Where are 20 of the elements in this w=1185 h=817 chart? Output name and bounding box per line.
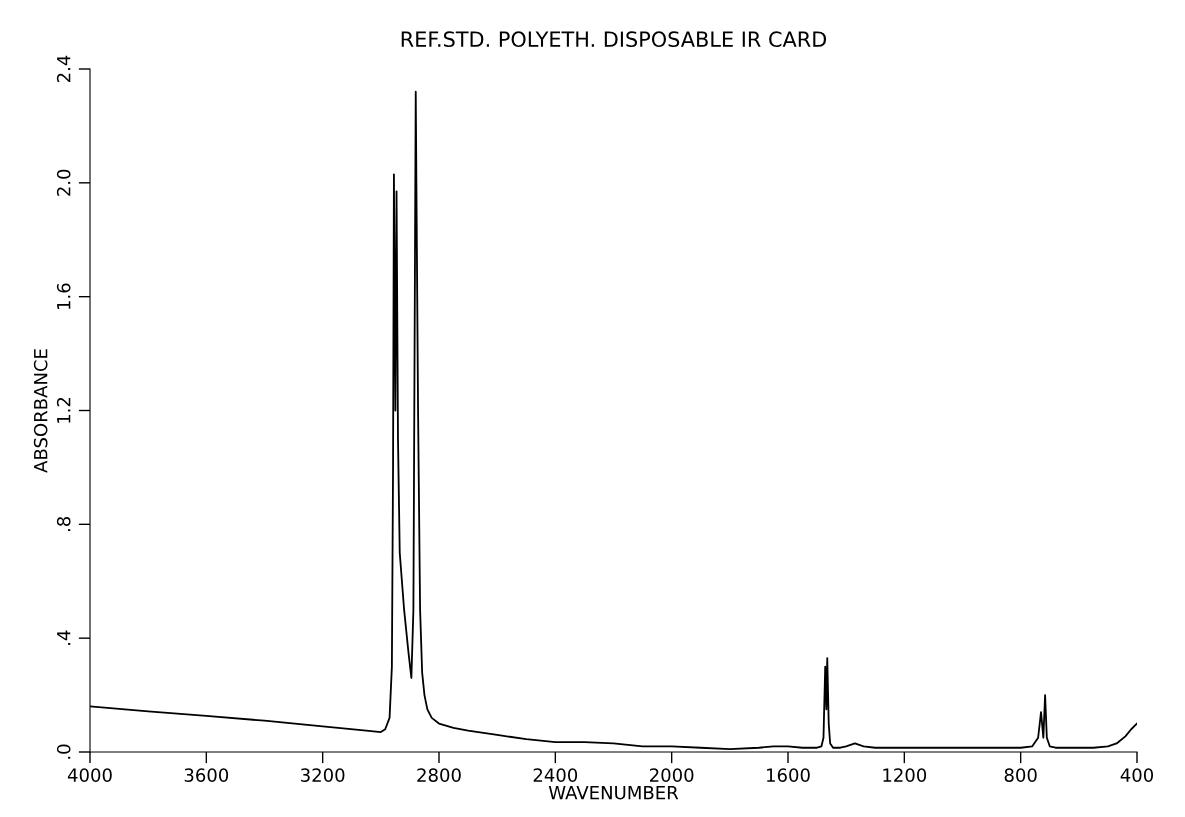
x-tick-label: 800 — [1004, 768, 1037, 782]
y-tick-label: .8 — [56, 516, 71, 532]
y-tick-label: .4 — [57, 630, 71, 645]
x-tick-label: 3600 — [184, 768, 229, 782]
x-tick-label: 400 — [1120, 768, 1154, 782]
x-tick-label: 4000 — [67, 768, 112, 782]
x-tick-label: 2400 — [533, 768, 578, 782]
x-tick-label: 3200 — [301, 768, 345, 782]
chart-title: REF.STD. POLYETH. DISPOSABLE IR CARD — [401, 31, 827, 48]
y-tick-label: .0 — [56, 744, 71, 759]
y-tick-label: 2.0 — [56, 169, 71, 196]
y-tick-label: 1.2 — [56, 397, 71, 423]
y-tick-label: 1.6 — [56, 283, 71, 310]
x-tick-label: 1200 — [883, 768, 927, 782]
y-axis-title: ABSORBANCE — [33, 349, 48, 473]
y-tick-label: 2.4 — [56, 55, 71, 83]
x-axis-title: WAVENUMBER — [548, 786, 679, 800]
x-tick-label: 2000 — [650, 768, 694, 782]
x-tick-label: 1600 — [767, 768, 810, 782]
x-tick-label: 2800 — [417, 768, 461, 782]
